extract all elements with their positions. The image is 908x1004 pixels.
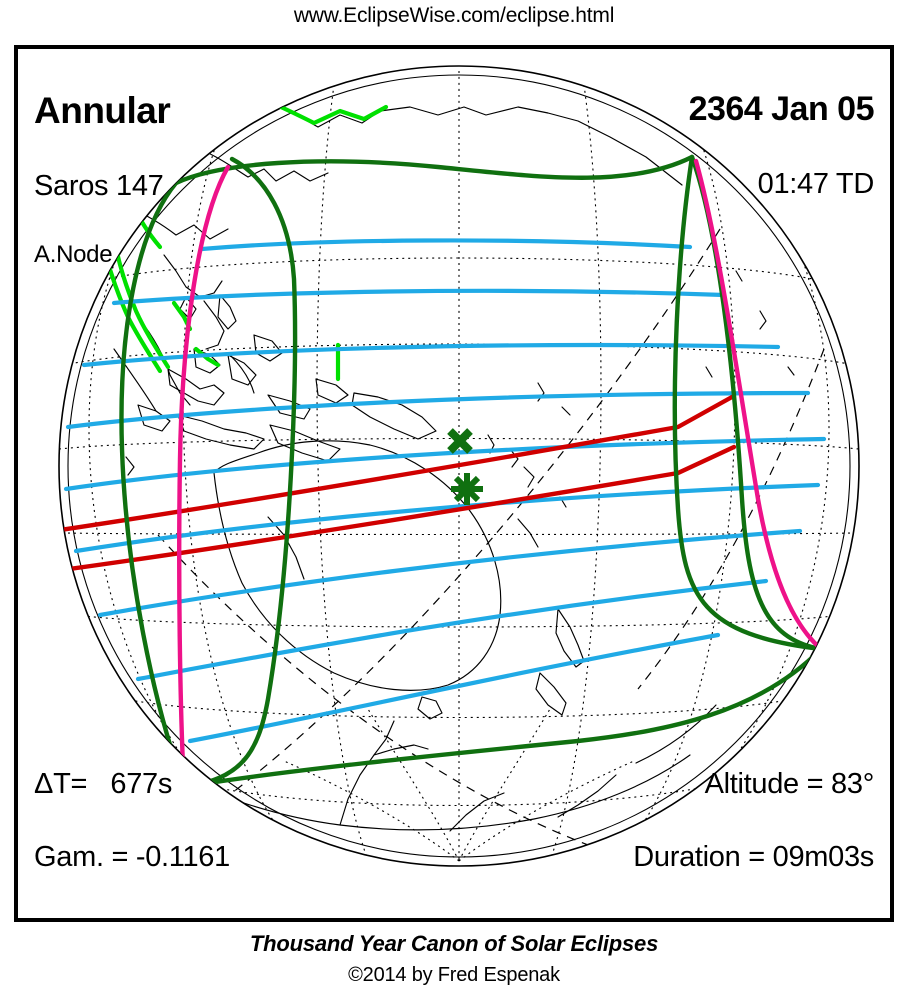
source-url: www.EclipseWise.com/eclipse.html xyxy=(293,4,615,27)
delta-t-value: ΔT= 677s xyxy=(34,768,173,800)
node-type: A.Node xyxy=(34,241,113,268)
greatest-eclipse-sun xyxy=(451,473,483,505)
eclipse-info-top-left: Annular Saros 147 A.Node xyxy=(34,53,171,306)
eclipse-type: Annular xyxy=(34,90,171,131)
eclipse-info-bottom-right: Altitude = 83° Duration = 09m03s xyxy=(633,730,874,912)
publication-title: Thousand Year Canon of Solar Eclipses xyxy=(249,931,659,956)
eclipse-globe-map xyxy=(58,65,860,867)
altitude-value: Altitude = 83° xyxy=(704,768,875,800)
partial-eclipse-curves xyxy=(63,238,827,744)
sunrise-sunset-curve xyxy=(177,158,824,790)
subsolar-cross xyxy=(447,428,473,454)
eclipse-info-bottom-left: ΔT= 677s Gam. = -0.1161 xyxy=(34,730,230,912)
gamma-value: Gam. = -0.1161 xyxy=(34,841,230,873)
eclipse-info-top-right: 2364 Jan 05 01:47 TD xyxy=(688,53,875,238)
globe-outline-inner xyxy=(67,74,851,858)
saros-series: Saros 147 xyxy=(34,170,164,202)
central-path-limits xyxy=(59,394,737,576)
duration-value: Duration = 09m03s xyxy=(633,841,874,873)
eclipse-date: 2364 Jan 05 xyxy=(688,90,875,128)
eclipse-time: 01:47 TD xyxy=(757,168,875,200)
copyright-credit: ©2014 by Fred Espenak xyxy=(348,964,560,986)
eclipse-map-frame: Annular Saros 147 A.Node 2364 Jan 05 01:… xyxy=(14,45,894,922)
